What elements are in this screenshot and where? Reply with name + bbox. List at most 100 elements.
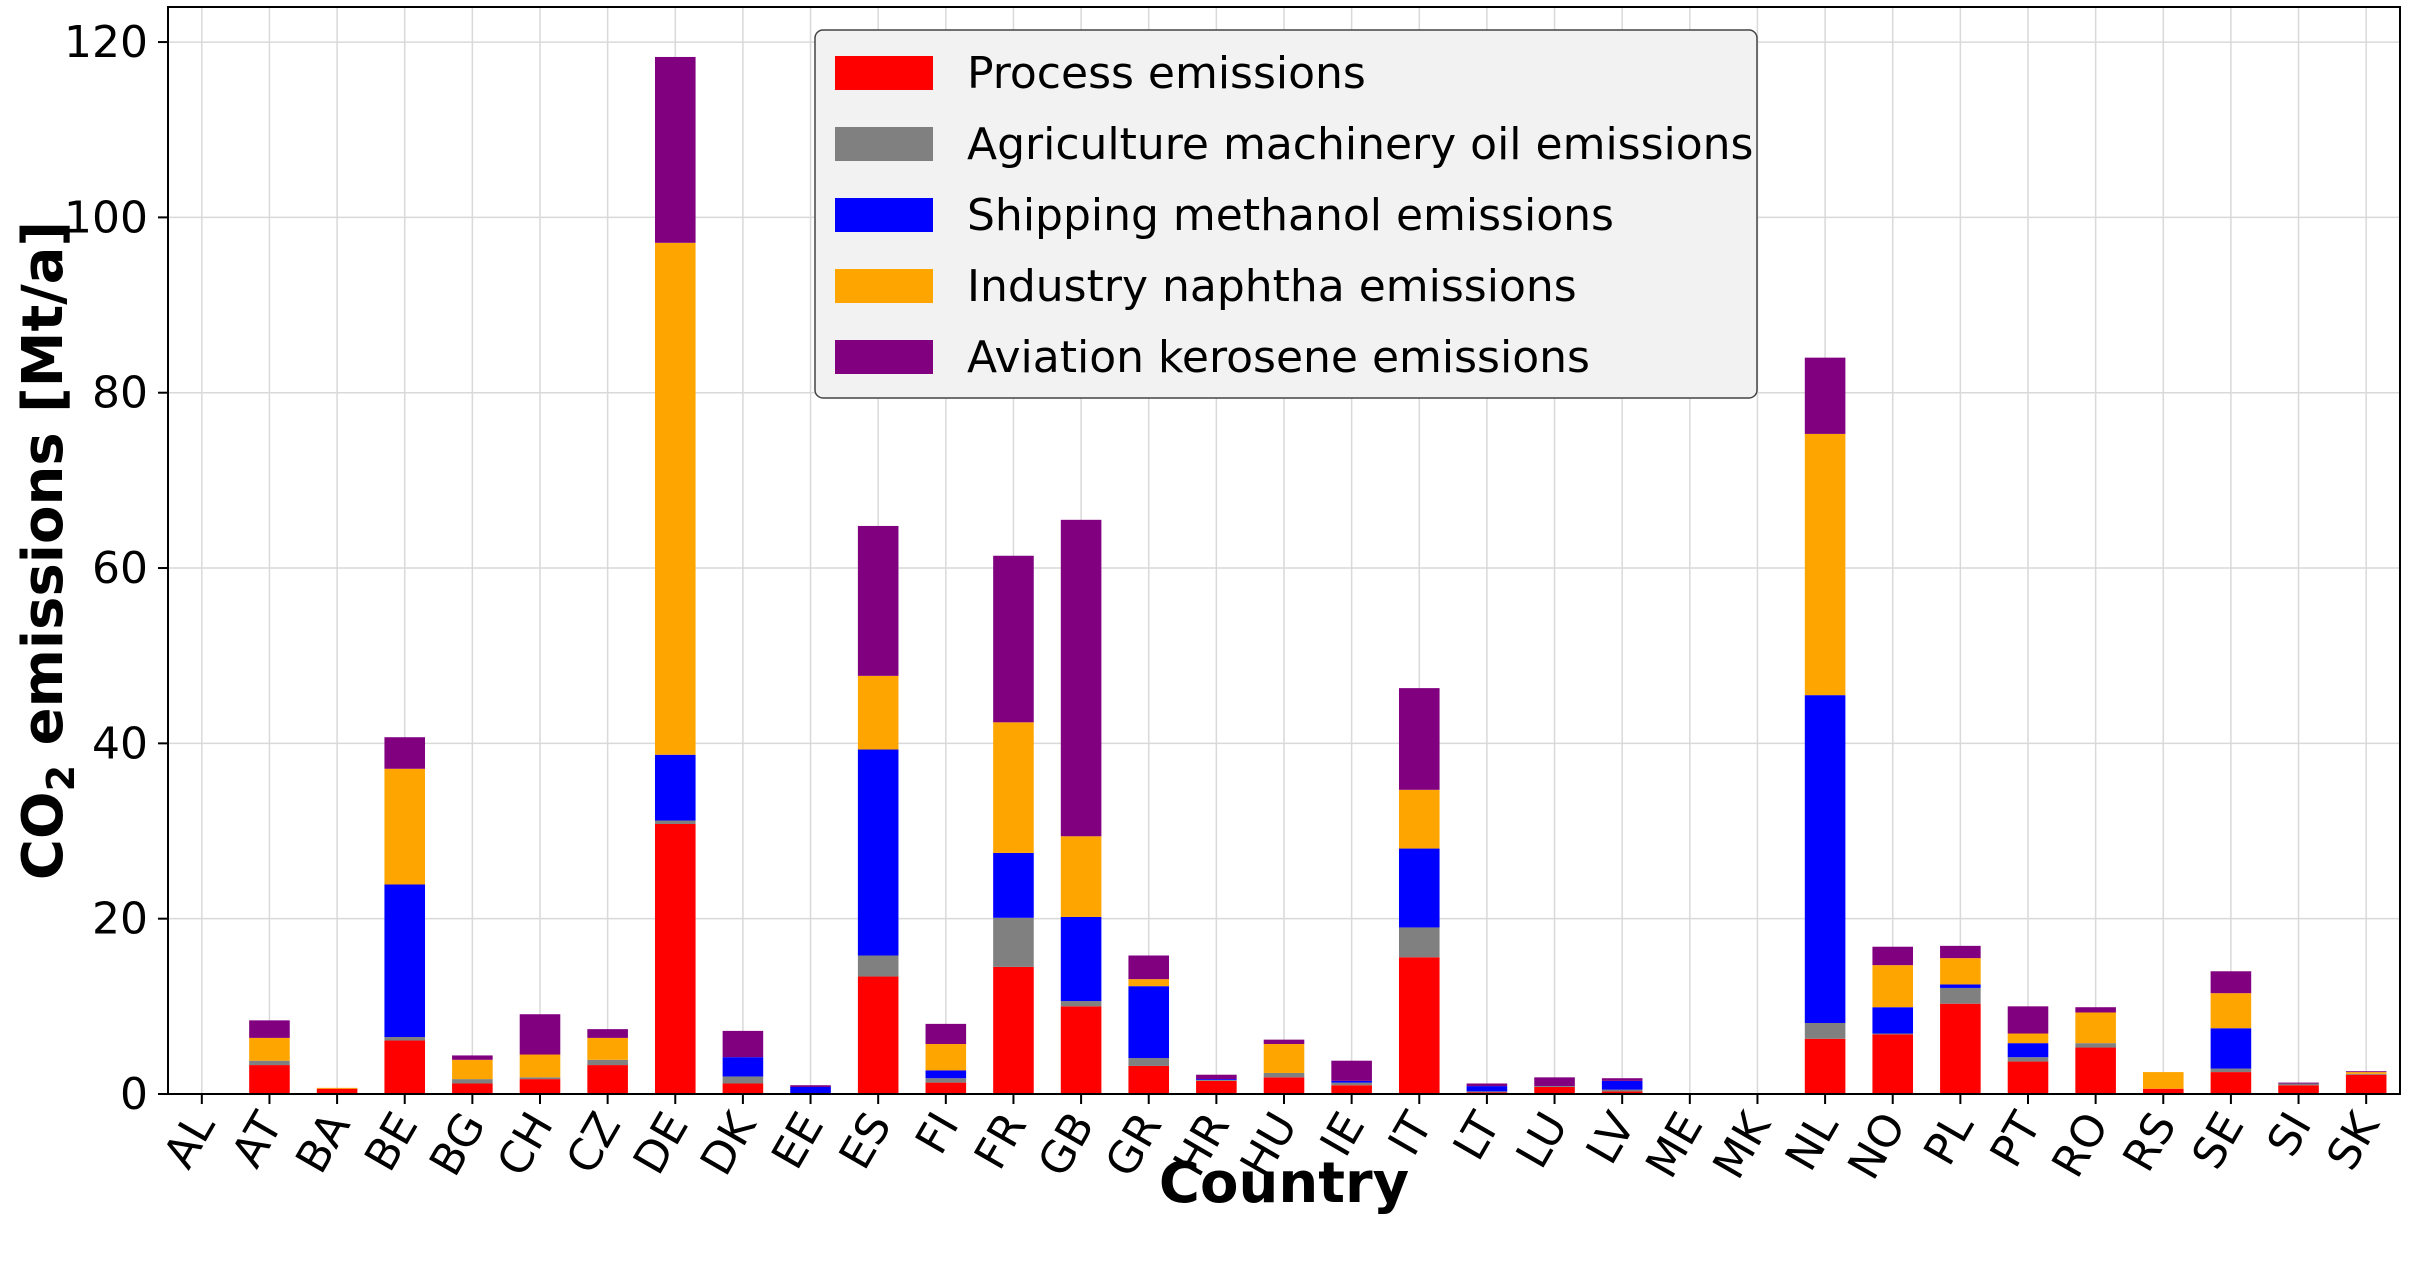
bar-CZ-process-emissions [587,1065,628,1094]
bar-CZ-industry-naphtha-emissions [587,1037,628,1060]
legend-label: Shipping methanol emissions [967,190,1614,241]
bar-DE-shipping-methanol-emissions [654,754,696,821]
bar-BG-industry-naphtha-emissions [452,1059,493,1080]
bar-BE-aviation-kerosene-emissions [384,737,426,769]
y-tick-label: 100 [64,192,148,243]
bar-HU-aviation-kerosene-emissions [1263,1039,1305,1045]
bar-FI-aviation-kerosene-emissions [925,1023,967,1045]
bar-FI-agriculture-machinery-oil-emissions [925,1078,967,1083]
bar-HR-agriculture-machinery-oil-emissions [1196,1079,1237,1081]
bar-AT-agriculture-machinery-oil-emissions [249,1060,290,1066]
y-tick-label: 60 [92,543,148,594]
bar-NL-agriculture-machinery-oil-emissions [1804,1022,1846,1039]
bar-ES-process-emissions [857,976,899,1094]
bar-GR-process-emissions [1128,1065,1170,1094]
bar-FR-shipping-methanol-emissions [993,852,1034,918]
bars [181,56,2387,1094]
bar-LT-agriculture-machinery-oil-emissions [1466,1091,1508,1093]
bar-CH-agriculture-machinery-oil-emissions [519,1077,561,1080]
bar-BA-process-emissions [316,1088,358,1094]
bar-RO-agriculture-machinery-oil-emissions [2075,1043,2116,1048]
bar-LV-aviation-kerosene-emissions [1601,1078,1643,1081]
bar-LV-shipping-methanol-emissions [1601,1080,1643,1090]
bar-LT-aviation-kerosene-emissions [1466,1083,1508,1087]
bar-PL-agriculture-machinery-oil-emissions [1940,987,1981,1004]
bar-SE-aviation-kerosene-emissions [2210,971,2252,994]
bar-DK-aviation-kerosene-emissions [722,1030,764,1058]
legend-swatch [835,340,933,374]
y-axis-label: CO2 emissions [Mt/a] [11,221,83,880]
bar-ES-industry-naphtha-emissions [857,675,899,750]
y-ticks: 0 20 40 60 80 100 120 [64,17,168,1120]
bar-PT-process-emissions [2007,1061,2049,1094]
bar-PL-aviation-kerosene-emissions [1940,945,1981,959]
bar-CH-aviation-kerosene-emissions [519,1014,561,1055]
bar-LU-process-emissions [1534,1086,1575,1094]
bar-NO-aviation-kerosene-emissions [1872,946,1914,966]
bar-SK-industry-naphtha-emissions [2345,1072,2387,1074]
bar-NO-process-emissions [1872,1034,1914,1094]
bar-FI-process-emissions [925,1082,967,1094]
bar-LT-shipping-methanol-emissions [1466,1086,1508,1092]
bar-GR-industry-naphtha-emissions [1128,979,1170,987]
bar-ES-aviation-kerosene-emissions [857,525,899,676]
legend-swatch [835,198,933,232]
bar-IT-industry-naphtha-emissions [1398,789,1440,849]
bar-BG-process-emissions [452,1083,493,1094]
bar-NL-shipping-methanol-emissions [1804,695,1846,1023]
bar-LU-aviation-kerosene-emissions [1534,1077,1575,1087]
legend-swatch [835,269,933,303]
bar-SE-process-emissions [2210,1072,2252,1094]
legend-swatch [835,56,933,90]
bar-PT-aviation-kerosene-emissions [2007,1006,2049,1034]
legend-swatch [835,127,933,161]
bar-SE-industry-naphtha-emissions [2210,993,2252,1029]
bar-IT-agriculture-machinery-oil-emissions [1398,927,1440,958]
bar-DK-process-emissions [722,1083,764,1094]
bar-CH-process-emissions [519,1079,561,1094]
bar-BE-process-emissions [384,1040,426,1094]
bar-IT-shipping-methanol-emissions [1398,848,1440,928]
bar-NL-process-emissions [1804,1038,1846,1094]
bar-EE-shipping-methanol-emissions [790,1086,831,1094]
y-tick-label: 20 [92,894,148,945]
bar-BE-industry-naphtha-emissions [384,768,426,885]
bar-RO-aviation-kerosene-emissions [2075,1007,2116,1013]
bar-SK-agriculture-machinery-oil-emissions [2345,1073,2387,1075]
bar-AT-industry-naphtha-emissions [249,1037,290,1061]
bar-BE-shipping-methanol-emissions [384,884,426,1038]
bar-GB-aviation-kerosene-emissions [1060,519,1102,837]
bar-IE-shipping-methanol-emissions [1331,1080,1372,1083]
bar-HU-agriculture-machinery-oil-emissions [1263,1072,1305,1078]
bar-GB-shipping-methanol-emissions [1060,916,1102,1002]
legend: Process emissions Agriculture machinery o… [814,29,1758,399]
y-tick-label: 120 [64,17,148,68]
bar-BE-agriculture-machinery-oil-emissions [384,1037,426,1041]
bar-FI-shipping-methanol-emissions [925,1070,967,1079]
bar-HR-aviation-kerosene-emissions [1196,1074,1237,1080]
bar-DE-aviation-kerosene-emissions [654,56,696,243]
bar-RS-process-emissions [2142,1088,2184,1094]
bar-SI-agriculture-machinery-oil-emissions [2278,1083,2319,1086]
bar-GB-process-emissions [1060,1006,1102,1094]
bar-HU-process-emissions [1263,1077,1305,1094]
bar-DE-industry-naphtha-emissions [654,242,696,755]
bar-PL-shipping-methanol-emissions [1940,984,1981,988]
bar-LU-agriculture-machinery-oil-emissions [1534,1086,1575,1087]
bar-HU-industry-naphtha-emissions [1263,1044,1305,1073]
legend-box [814,29,1758,399]
bar-NO-agriculture-machinery-oil-emissions [1872,1033,1914,1035]
bar-SK-process-emissions [2345,1074,2387,1094]
y-tick-label: 80 [92,368,148,419]
bar-NL-industry-naphtha-emissions [1804,433,1846,696]
bar-NO-shipping-methanol-emissions [1872,1007,1914,1034]
bar-PT-industry-naphtha-emissions [2007,1033,2049,1044]
bar-GR-shipping-methanol-emissions [1128,986,1170,1059]
bar-PL-process-emissions [1940,1003,1981,1094]
bar-RO-process-emissions [2075,1047,2116,1094]
bar-PT-shipping-methanol-emissions [2007,1043,2049,1058]
bar-DK-shipping-methanol-emissions [722,1057,764,1077]
legend-label: Industry naphtha emissions [967,261,1577,312]
x-axis-label: Country [1159,1151,1409,1216]
